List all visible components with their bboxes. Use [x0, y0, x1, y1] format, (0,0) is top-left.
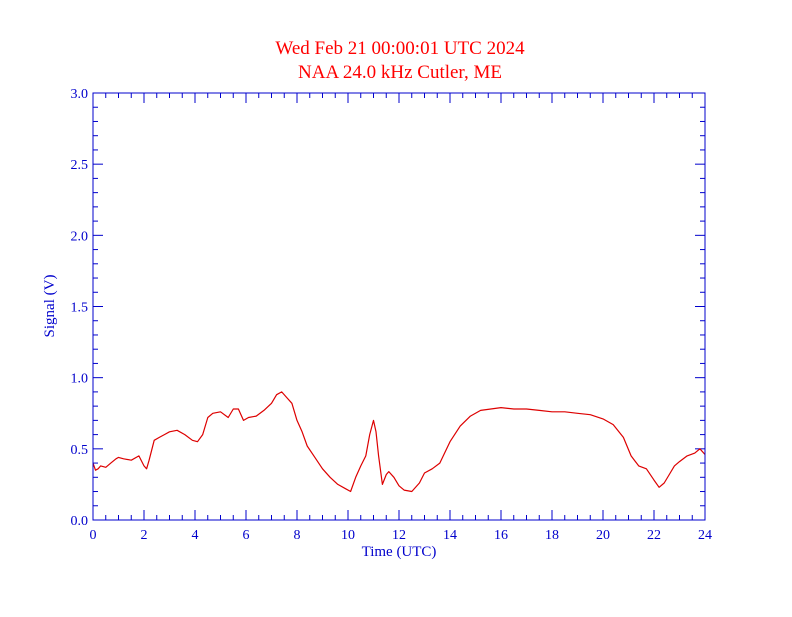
axis-ticks [92, 92, 706, 521]
x-tick-label: 22 [647, 528, 661, 543]
y-tick-label: 3.0 [71, 87, 89, 102]
chart-title-line2: NAA 24.0 kHz Cutler, ME [298, 62, 502, 83]
x-tick-label: 12 [392, 528, 406, 543]
signal-series-line [92, 391, 706, 493]
x-tick-label: 24 [698, 528, 712, 543]
x-tick-label: 18 [545, 528, 559, 543]
y-tick-label: 2.0 [71, 229, 89, 244]
x-tick-label: 0 [90, 528, 97, 543]
y-axis-label: Signal (V) [42, 275, 58, 338]
chart-title-line1: Wed Feb 21 00:00:01 UTC 2024 [275, 38, 525, 59]
y-tick-label: 2.5 [71, 158, 89, 173]
x-tick-label: 14 [443, 528, 457, 543]
y-tick-label: 1.5 [71, 301, 89, 316]
x-axis-label: Time (UTC) [362, 544, 437, 560]
plot-frame [92, 92, 706, 521]
x-tick-label: 6 [243, 528, 250, 543]
x-tick-label: 4 [192, 528, 199, 543]
y-tick-label: 1.0 [71, 372, 89, 387]
x-tick-label: 2 [141, 528, 148, 543]
tick-labels: 0 2 4 6 8 10 12 14 16 18 20 22 240.00.51.01.52.02.53… [71, 87, 713, 543]
y-tick-label: 0.5 [71, 443, 89, 458]
x-tick-label: 20 [596, 528, 610, 543]
x-tick-label: 16 [494, 528, 508, 543]
x-tick-label: 10 [341, 528, 355, 543]
x-tick-label: 8 [294, 528, 301, 543]
y-tick-label: 0.0 [71, 514, 89, 529]
